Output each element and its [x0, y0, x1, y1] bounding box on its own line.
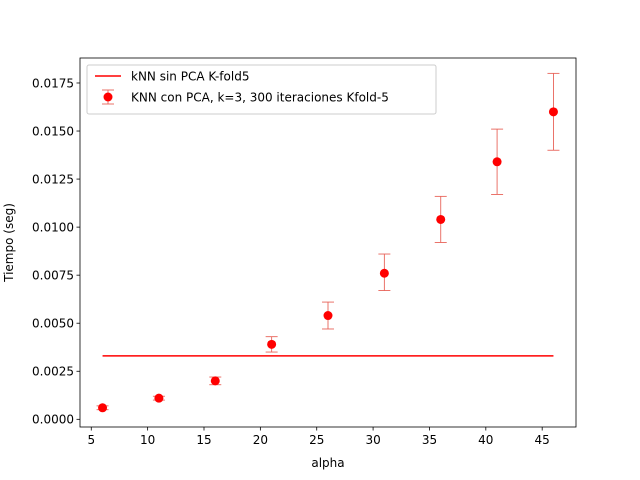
errorbar-point-group	[378, 253, 391, 291]
y-tick-label: 0.0100	[32, 220, 74, 234]
x-axis: 5 10 15 20 25 30 35 40 45	[87, 427, 550, 447]
legend-errorbar-swatch	[102, 89, 114, 105]
errorbar-point-group	[96, 403, 109, 413]
y-tick-label: 0.0175	[32, 76, 74, 90]
errorbar-point-group	[265, 336, 278, 353]
x-tick-label: 25	[309, 433, 324, 447]
legend-errorbar-marker	[103, 92, 113, 102]
y-tick-label: 0.0125	[32, 172, 74, 186]
x-tick-label: 20	[253, 433, 268, 447]
x-tick-label: 35	[422, 433, 437, 447]
data-point	[98, 403, 108, 413]
y-tick-label: 0.0075	[32, 268, 74, 282]
errorbar-point-group	[491, 128, 504, 195]
legend: kNN sin PCA K-fold5 KNN con PCA, k=3, 30…	[86, 64, 437, 115]
legend-label-line: kNN sin PCA K-fold5	[131, 69, 249, 83]
marks-layer	[96, 72, 560, 413]
data-point	[548, 107, 558, 117]
errorbar-point-group	[152, 393, 165, 403]
x-tick-label: 5	[87, 433, 95, 447]
x-tick-label: 30	[365, 433, 380, 447]
legend-label-errorbar: KNN con PCA, k=3, 300 iteraciones Kfold-…	[131, 90, 389, 104]
data-point	[267, 339, 277, 349]
y-tick-label: 0.0025	[32, 365, 74, 379]
y-axis: 0.0000 0.0025 0.0050 0.0075 0.0100 0.0125 0.01…	[32, 76, 80, 427]
y-tick-label: 0.0150	[32, 124, 74, 138]
errorbar-point-group	[322, 301, 334, 330]
y-tick-label: 0.0050	[32, 317, 74, 331]
x-tick-label: 45	[535, 433, 550, 447]
y-axis-label: Tiempo (seg)	[2, 203, 16, 283]
errorbar-point-group	[434, 195, 447, 243]
legend-box	[86, 64, 437, 115]
data-point	[492, 157, 502, 167]
x-tick-label: 10	[140, 433, 155, 447]
data-point	[436, 214, 446, 224]
errorbar-point-group	[547, 72, 560, 151]
y-tick-label: 0.0000	[32, 413, 74, 427]
x-axis-label: alpha	[311, 456, 344, 470]
data-point	[323, 311, 333, 321]
errorbar-point-group	[209, 376, 222, 386]
data-point	[379, 268, 389, 278]
x-tick-label: 40	[478, 433, 493, 447]
data-point	[210, 376, 220, 386]
plot-frame	[79, 57, 577, 428]
plot-area	[80, 58, 576, 427]
data-point	[154, 393, 164, 403]
x-tick-label: 15	[196, 433, 211, 447]
